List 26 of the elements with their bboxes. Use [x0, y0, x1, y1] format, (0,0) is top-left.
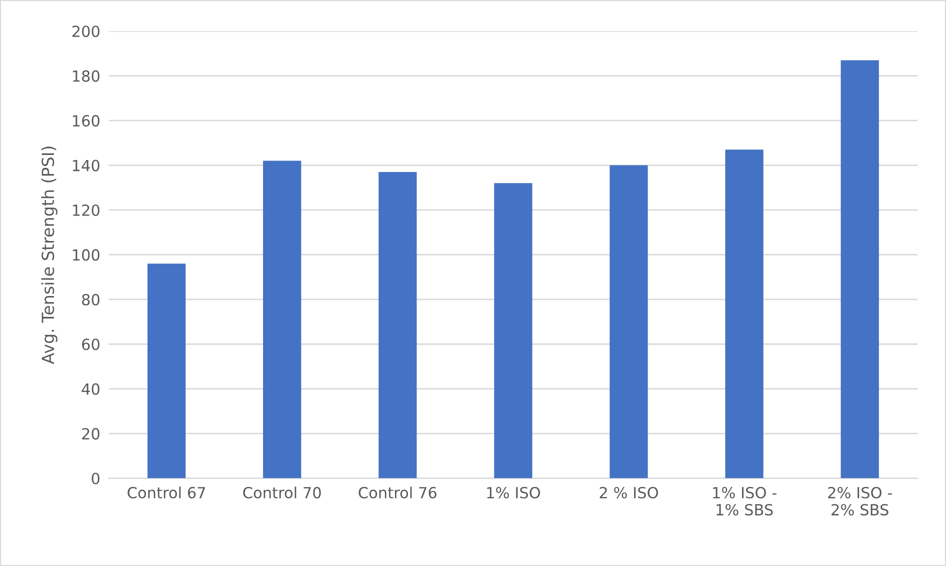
bar	[494, 183, 532, 478]
bar	[610, 165, 648, 478]
bar	[263, 160, 302, 478]
x-tick-label: Control 70	[243, 486, 321, 498]
y-tick-label: 100	[72, 249, 100, 261]
y-tick-label: 200	[72, 26, 100, 38]
y-axis-title: Avg. Tensile Strength (PSI)	[41, 146, 58, 364]
y-tick-label: 160	[72, 115, 100, 127]
x-tick-label: 1% ISO - 1% SBS	[713, 486, 776, 516]
y-tick-label: 80	[82, 294, 100, 306]
bar	[725, 150, 764, 478]
x-tick-label: 1% ISO	[487, 486, 540, 498]
bar	[148, 264, 186, 478]
x-tick-label: Control 76	[358, 486, 436, 498]
x-tick-label: 2% ISO - 2% SBS	[828, 486, 892, 516]
bar	[840, 60, 879, 478]
y-tick-label: 20	[82, 428, 100, 440]
x-tick-label: 2 % ISO	[600, 486, 658, 498]
bar	[378, 172, 417, 478]
y-tick-label: 60	[82, 338, 100, 350]
y-tick-label: 140	[72, 160, 100, 172]
x-tick-label: Control 67	[128, 486, 206, 498]
y-tick-label: 0	[92, 472, 100, 484]
y-tick-label: 40	[82, 383, 100, 395]
y-tick-label: 180	[72, 70, 100, 82]
y-tick-label: 120	[72, 204, 100, 216]
